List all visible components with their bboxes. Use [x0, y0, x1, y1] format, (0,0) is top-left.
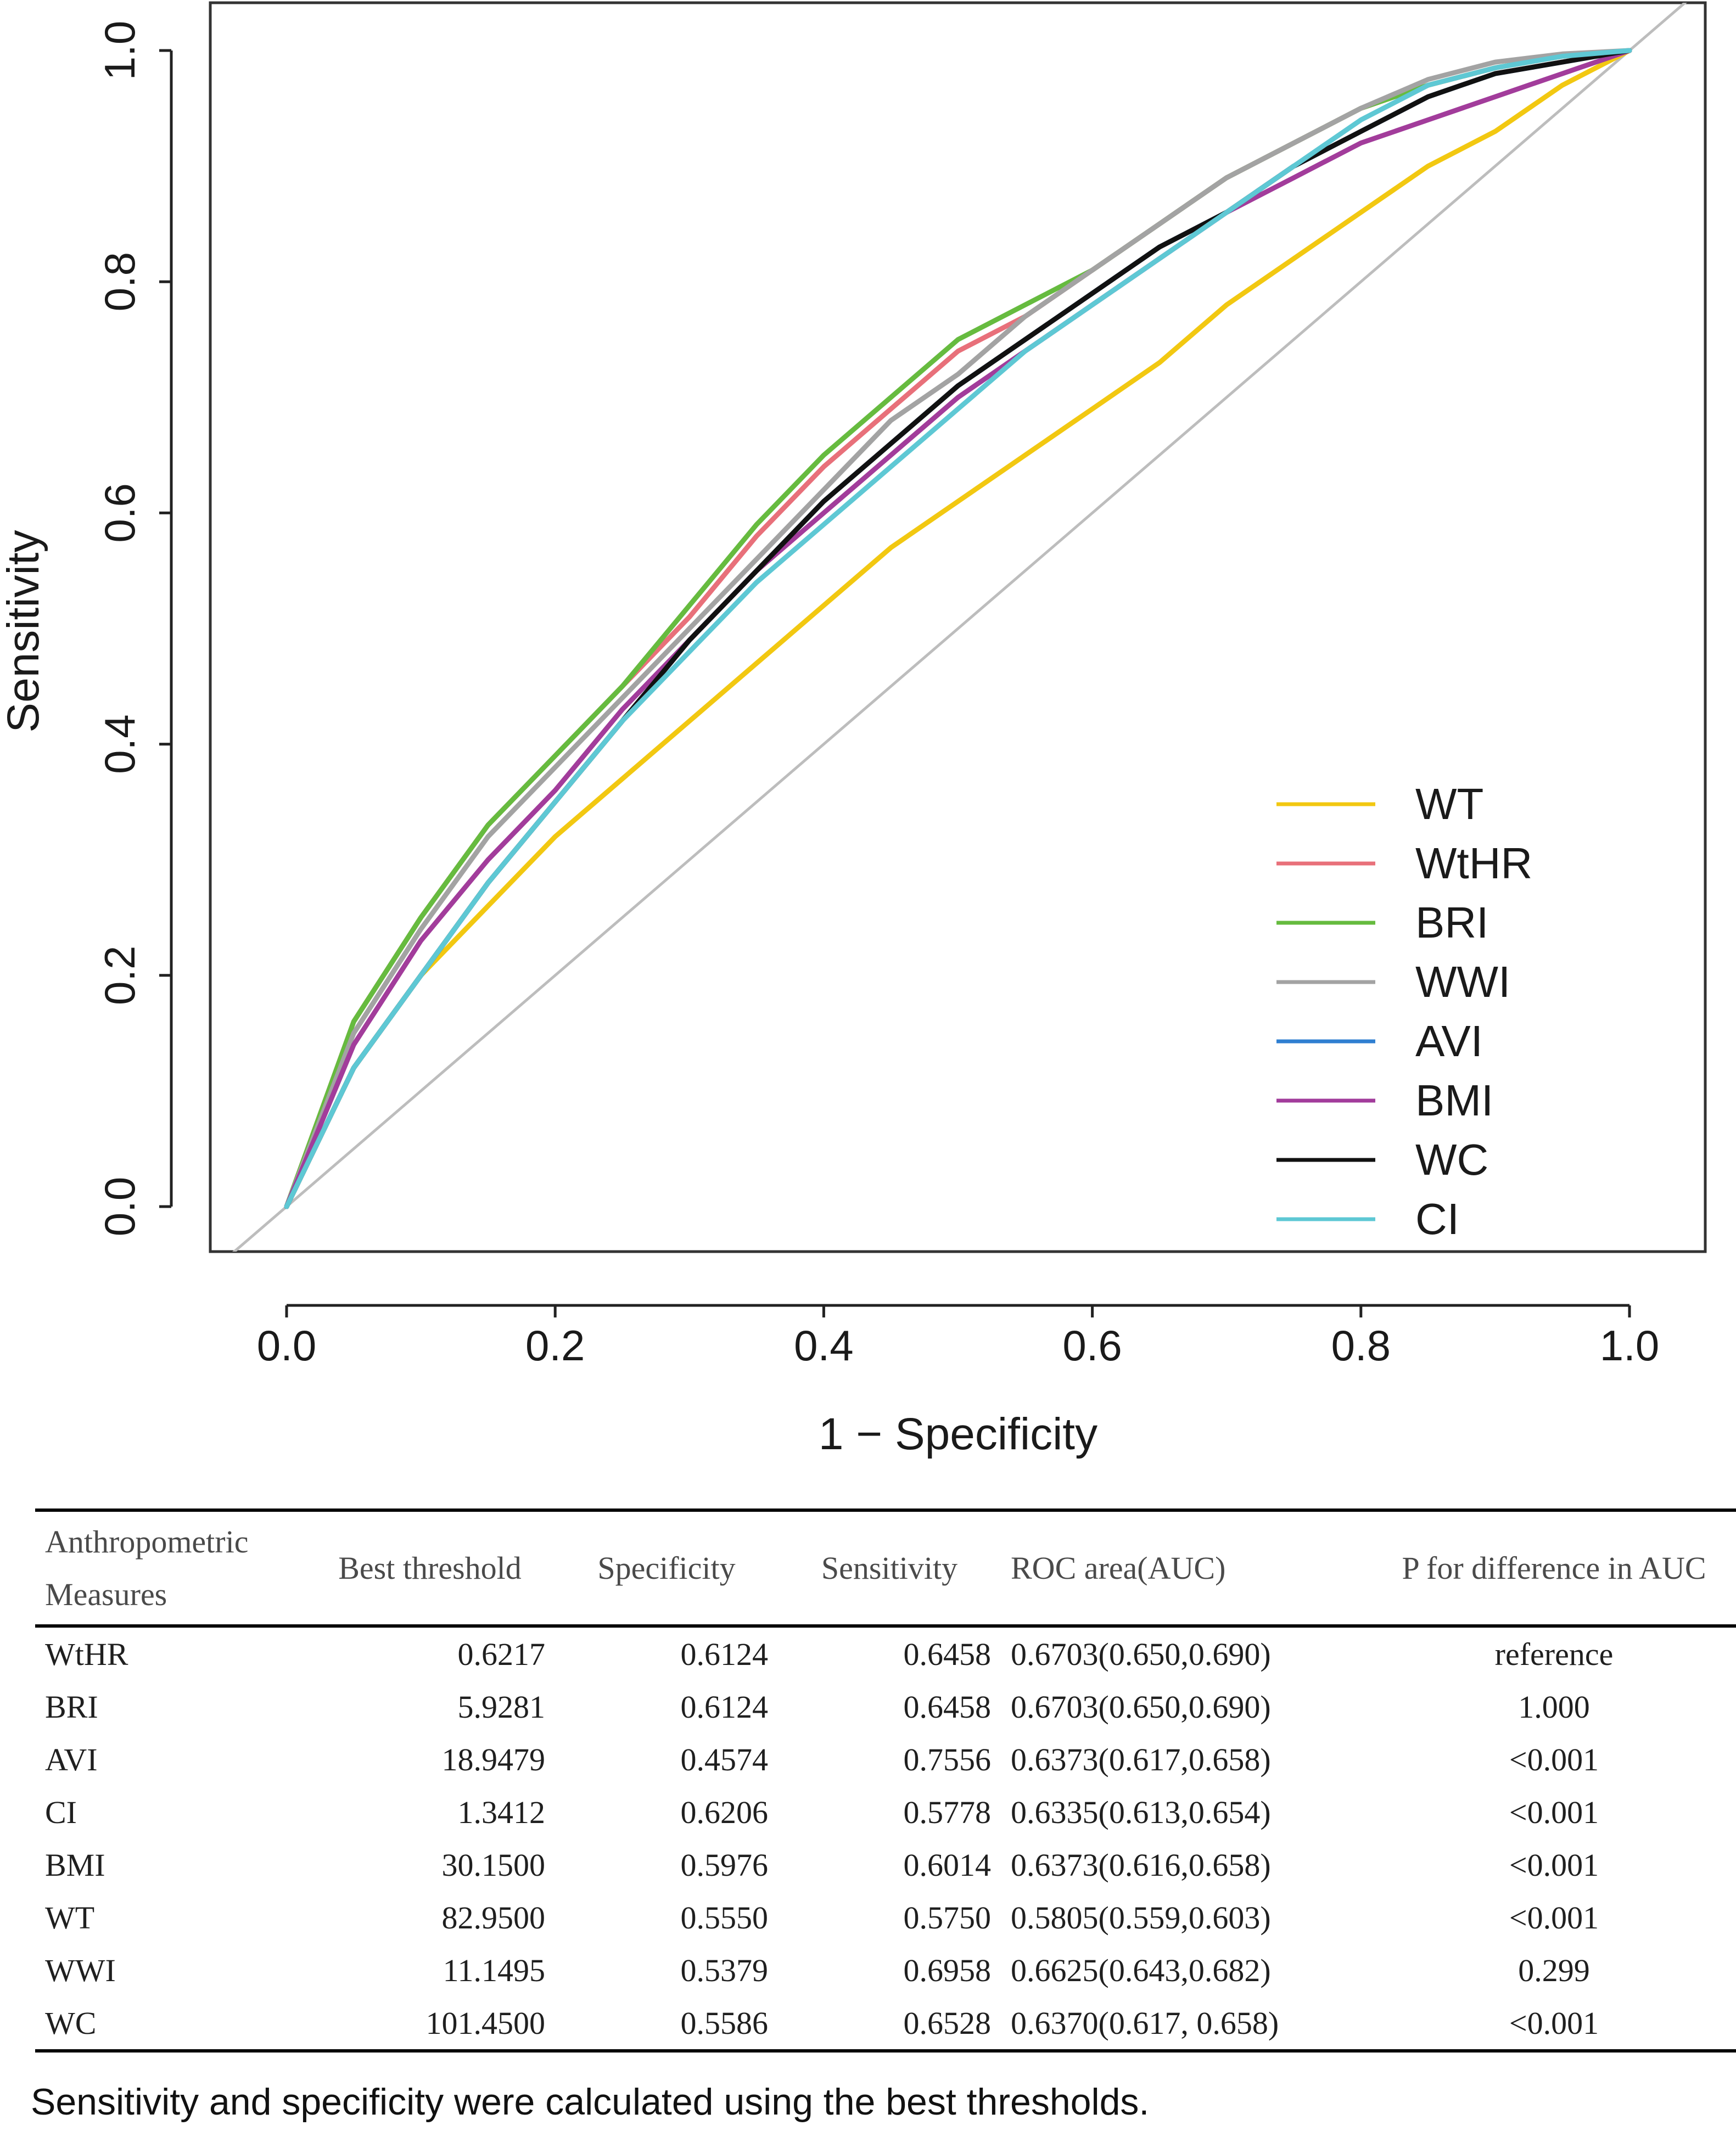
roc-chart: 0.0 0.2 0.4 0.6 0.8 1.0 0.0 0.2 0.4 0.6 0.8 1.0 1 …	[0, 1, 1707, 1459]
cell-auc: 0.6335(0.613,0.654)	[1011, 1794, 1271, 1830]
cell-p-value: <0.001	[1509, 1899, 1599, 1936]
table-row: CI 1.3412 0.6206 0.5778 0.6335(0.613,0.654) <…	[35, 1786, 1736, 1838]
cell-measure: BMI	[45, 1847, 105, 1883]
table-row: WT 82.9500 0.5550 0.5750 0.5805(0.559,0.603)…	[35, 1891, 1736, 1944]
cell-p-value: 0.299	[1518, 1952, 1590, 1988]
col-header-threshold: Best threshold	[338, 1550, 522, 1586]
col-header-p: P for difference in AUC	[1402, 1550, 1706, 1586]
legend-label-wc: WC	[1415, 1135, 1488, 1184]
col-header-sensitivity: Sensitivity	[821, 1550, 958, 1586]
cell-specificity: 0.6124	[680, 1636, 769, 1672]
footnote: Sensitivity and specificity were calcula…	[31, 2081, 1150, 2123]
y-tick-label: 0.8	[96, 252, 144, 311]
x-tick-label: 0.0	[257, 1321, 316, 1370]
col-header-specificity: Specificity	[597, 1550, 736, 1586]
cell-specificity: 0.5976	[680, 1847, 769, 1883]
y-axis-title: Sensitivity	[0, 530, 48, 732]
y-tick-label: 0.6	[96, 483, 144, 542]
cell-measure: WtHR	[45, 1636, 128, 1672]
cell-measure: WT	[45, 1899, 95, 1936]
y-tick-label: 1.0	[96, 21, 144, 80]
cell-threshold: 30.1500	[441, 1847, 546, 1883]
cell-auc: 0.6703(0.650,0.690)	[1011, 1636, 1271, 1672]
roc-curve-wwi	[284, 48, 1632, 1209]
cell-threshold: 101.4500	[425, 2005, 546, 2041]
results-table: Anthropometric Measures Best threshold S…	[35, 1508, 1736, 2053]
cell-auc: 0.6625(0.643,0.682)	[1011, 1952, 1271, 1988]
legend-label-avi: AVI	[1415, 1017, 1483, 1066]
cell-specificity: 0.5550	[680, 1899, 769, 1936]
legend-label-bmi: BMI	[1415, 1076, 1493, 1125]
y-tick-label: 0.2	[96, 946, 144, 1005]
x-tick-label: 0.2	[525, 1321, 585, 1370]
cell-auc: 0.6703(0.650,0.690)	[1011, 1689, 1271, 1725]
cell-threshold: 11.1495	[443, 1952, 545, 1988]
cell-sensitivity: 0.6458	[903, 1636, 992, 1672]
x-tick-label: 0.8	[1331, 1321, 1391, 1370]
cell-threshold: 18.9479	[441, 1741, 546, 1777]
table-header-row: Anthropometric Measures Best threshold S…	[35, 1510, 1736, 1626]
cell-auc: 0.6373(0.617,0.658)	[1011, 1741, 1271, 1777]
cell-specificity: 0.5586	[680, 2005, 769, 2041]
cell-p-value: 1.000	[1518, 1689, 1590, 1725]
cell-sensitivity: 0.6014	[903, 1847, 992, 1883]
table-row: BMI 30.1500 0.5976 0.6014 0.6373(0.616,0.658…	[35, 1838, 1736, 1891]
roc-curve-wt	[284, 48, 1632, 1209]
col-header-auc: ROC area(AUC)	[1011, 1550, 1226, 1586]
x-tick-label: 0.4	[794, 1321, 853, 1370]
cell-measure: AVI	[45, 1741, 98, 1777]
cell-specificity: 0.5379	[680, 1952, 769, 1988]
cell-sensitivity: 0.7556	[903, 1741, 992, 1777]
cell-threshold: 82.9500	[441, 1899, 546, 1936]
col-header-measures-line2: Measures	[45, 1576, 167, 1612]
table-row: WWI 11.1495 0.5379 0.6958 0.6625(0.643,0.682…	[35, 1944, 1736, 1997]
col-header-measures: Anthropometric Measures	[35, 1510, 305, 1626]
cell-threshold: 5.9281	[457, 1689, 546, 1725]
cell-sensitivity: 0.6958	[903, 1952, 992, 1988]
plot-frame	[209, 1, 1707, 1253]
cell-p-value: <0.001	[1509, 1794, 1599, 1830]
cell-measure: BRI	[45, 1689, 98, 1725]
legend-label-wwi: WWI	[1415, 957, 1510, 1006]
roc-curve-bri	[284, 48, 1632, 1209]
cell-sensitivity: 0.5750	[903, 1899, 992, 1936]
col-header-measures-line1: Anthropometric	[45, 1523, 249, 1560]
cell-p-value: reference	[1494, 1636, 1614, 1672]
cell-auc: 0.6373(0.616,0.658)	[1011, 1847, 1271, 1883]
legend-label-bri: BRI	[1415, 898, 1488, 947]
cell-auc: 0.5805(0.559,0.603)	[1011, 1899, 1271, 1936]
x-tick-label: 0.6	[1062, 1321, 1122, 1370]
cell-p-value: <0.001	[1509, 1741, 1599, 1777]
cell-measure: WWI	[45, 1952, 116, 1988]
cell-auc: 0.6370(0.617, 0.658)	[1011, 2005, 1279, 2041]
legend-label-wthr: WtHR	[1415, 839, 1532, 888]
cell-sensitivity: 0.5778	[903, 1794, 992, 1830]
table-row: WC 101.4500 0.5586 0.6528 0.6370(0.617, 0.65…	[35, 1997, 1736, 2051]
cell-sensitivity: 0.6528	[903, 2005, 992, 2041]
roc-curve-ci	[284, 48, 1632, 1209]
cell-specificity: 0.4574	[680, 1741, 769, 1777]
cell-sensitivity: 0.6458	[903, 1689, 992, 1725]
cell-specificity: 0.6206	[680, 1794, 769, 1830]
table-row: WtHR 0.6217 0.6124 0.6458 0.6703(0.650,0.690…	[35, 1626, 1736, 1680]
roc-curve-bmi	[284, 48, 1632, 1209]
y-tick-label: 0.4	[96, 714, 144, 773]
cell-measure: CI	[45, 1794, 77, 1830]
cell-p-value: <0.001	[1509, 2005, 1599, 2041]
reference-diagonal-line	[232, 3, 1687, 1252]
legend-label-wt: WT	[1415, 780, 1483, 828]
results-table-wrapper: Anthropometric Measures Best threshold S…	[35, 1508, 1736, 2053]
table-row: BRI 5.9281 0.6124 0.6458 0.6703(0.650,0.690)…	[35, 1680, 1736, 1733]
cell-measure: WC	[45, 2005, 97, 2041]
cell-threshold: 1.3412	[457, 1794, 546, 1830]
legend-label-ci: CI	[1415, 1195, 1459, 1243]
y-tick-label: 0.0	[96, 1177, 144, 1236]
x-tick-label: 1.0	[1600, 1321, 1659, 1370]
cell-p-value: <0.001	[1509, 1847, 1599, 1883]
table-row: AVI 18.9479 0.4574 0.7556 0.6373(0.617,0.658…	[35, 1733, 1736, 1786]
legend: WT WtHR BRI WWI AVI BMI WC CI	[1276, 780, 1532, 1243]
x-axis-title: 1 − Specificity	[819, 1409, 1097, 1459]
cell-specificity: 0.6124	[680, 1689, 769, 1725]
cell-threshold: 0.6217	[457, 1636, 546, 1672]
